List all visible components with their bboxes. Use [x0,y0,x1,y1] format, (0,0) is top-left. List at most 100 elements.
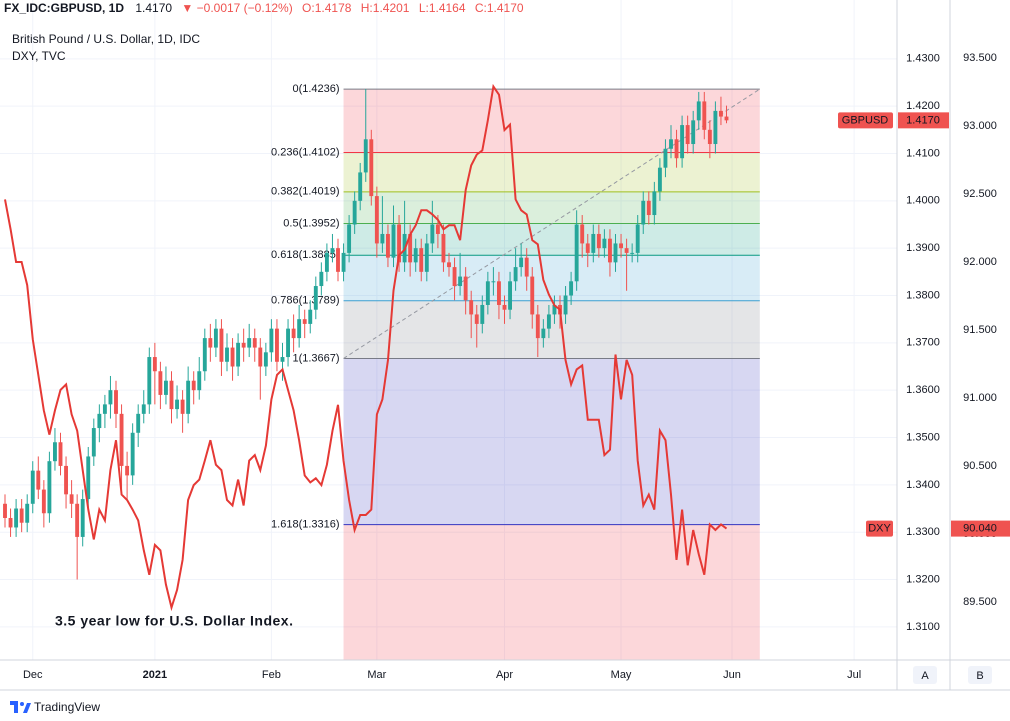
candle-body [164,380,168,395]
y-tick-label: 1.3100 [906,621,940,633]
candle-body [313,286,318,310]
candle-body [114,390,118,414]
axis-button[interactable] [968,666,992,684]
candle-body [141,404,146,414]
candle-body [696,101,701,121]
candle-body [619,243,623,249]
y-tick-label: 1.3300 [906,526,940,538]
candle-body [386,233,390,258]
candle-body [391,224,396,258]
candle-body [685,125,690,145]
candle-body [552,304,557,315]
candle-body [419,248,424,272]
legend-entry[interactable]: DXY, TVC [12,49,66,63]
y-tick-label: 1.3900 [906,242,940,254]
candle-body [230,347,235,367]
price-tag [898,112,949,129]
candle-body [108,390,113,405]
candle-body [691,120,696,145]
axis-button-label[interactable]: B [976,670,983,682]
y2-tick-label: 90.500 [963,460,997,472]
candle-body [657,167,662,192]
price-tag-value: 90.040 [963,523,997,535]
high: H:1.4201 [361,1,410,15]
fib-label: 1.618(1.3316) [271,519,340,531]
fib-trend-line [343,88,761,359]
candle-body [252,338,257,348]
candle-body [480,304,485,324]
candle-body [47,461,52,514]
y-tick-label: 1.3400 [906,479,940,491]
candle-body [19,508,24,523]
candle-body [513,267,518,282]
candle-body [585,243,590,253]
candle-body [41,489,46,514]
candle-body [53,442,57,462]
candle-body [297,319,302,339]
candle-body [336,248,340,272]
candle-body [236,342,241,367]
fib-zone [343,191,760,224]
candle-body [485,281,490,305]
candle-body [646,200,651,216]
open: O:1.4178 [302,1,352,15]
candle-body [341,252,346,272]
y-tick-label: 1.3700 [906,337,940,349]
x-tick-label: Dec [23,669,43,681]
candle-body [724,116,729,121]
candle-body [519,257,524,268]
axis-button-label[interactable]: A [921,670,929,682]
candle-body [524,257,529,277]
x-tick-label: Jun [723,669,741,681]
candle-body [308,309,313,324]
candle-body [280,357,285,362]
candle-body [225,347,229,362]
candle-body [152,357,157,372]
x-tick-label: 2021 [143,669,167,681]
candle-body [208,338,213,348]
candle-body [352,200,357,225]
brand[interactable]: TradingView [34,700,100,714]
candle-body [469,300,474,315]
candle-body [197,371,202,391]
fib-zone [343,152,760,192]
candle-body [413,248,418,263]
x-tick-label: Apr [496,669,513,681]
candle-body [641,200,646,225]
candle-body [491,281,496,283]
candle-body [541,328,546,339]
candle-body [202,338,207,372]
candle-body [380,233,385,244]
axis-button[interactable] [913,666,937,684]
candle-body [680,125,685,159]
fib-label: 1(1.3667) [292,352,339,364]
candle-body [324,252,329,272]
candle-body [569,281,574,296]
y-tick-label: 1.3500 [906,431,940,443]
candle-body [291,328,296,339]
candle-body [702,101,707,130]
candle-body [191,380,196,391]
candle-body [8,517,13,528]
legend-entry[interactable]: British Pound / U.S. Dollar, 1D, IDC [12,32,200,46]
candle-body [719,110,723,117]
candle-body [136,413,141,433]
candle-body [508,281,512,310]
candle-body [97,413,102,429]
candle-body [64,465,68,495]
candle-body [269,328,274,353]
candle-body [130,432,135,476]
candle-body [624,248,629,253]
candle-body [91,428,96,457]
candle-body [458,276,463,287]
candle-body [363,139,368,173]
price-tag [838,112,893,129]
candle-body [374,196,379,244]
candle-body [635,224,640,253]
candle-body [441,233,446,263]
candle-body [435,224,440,234]
candle-body [219,328,224,362]
y-tick-label: 1.4200 [906,100,940,112]
fib-zone [343,300,760,359]
candle-body [669,139,673,149]
